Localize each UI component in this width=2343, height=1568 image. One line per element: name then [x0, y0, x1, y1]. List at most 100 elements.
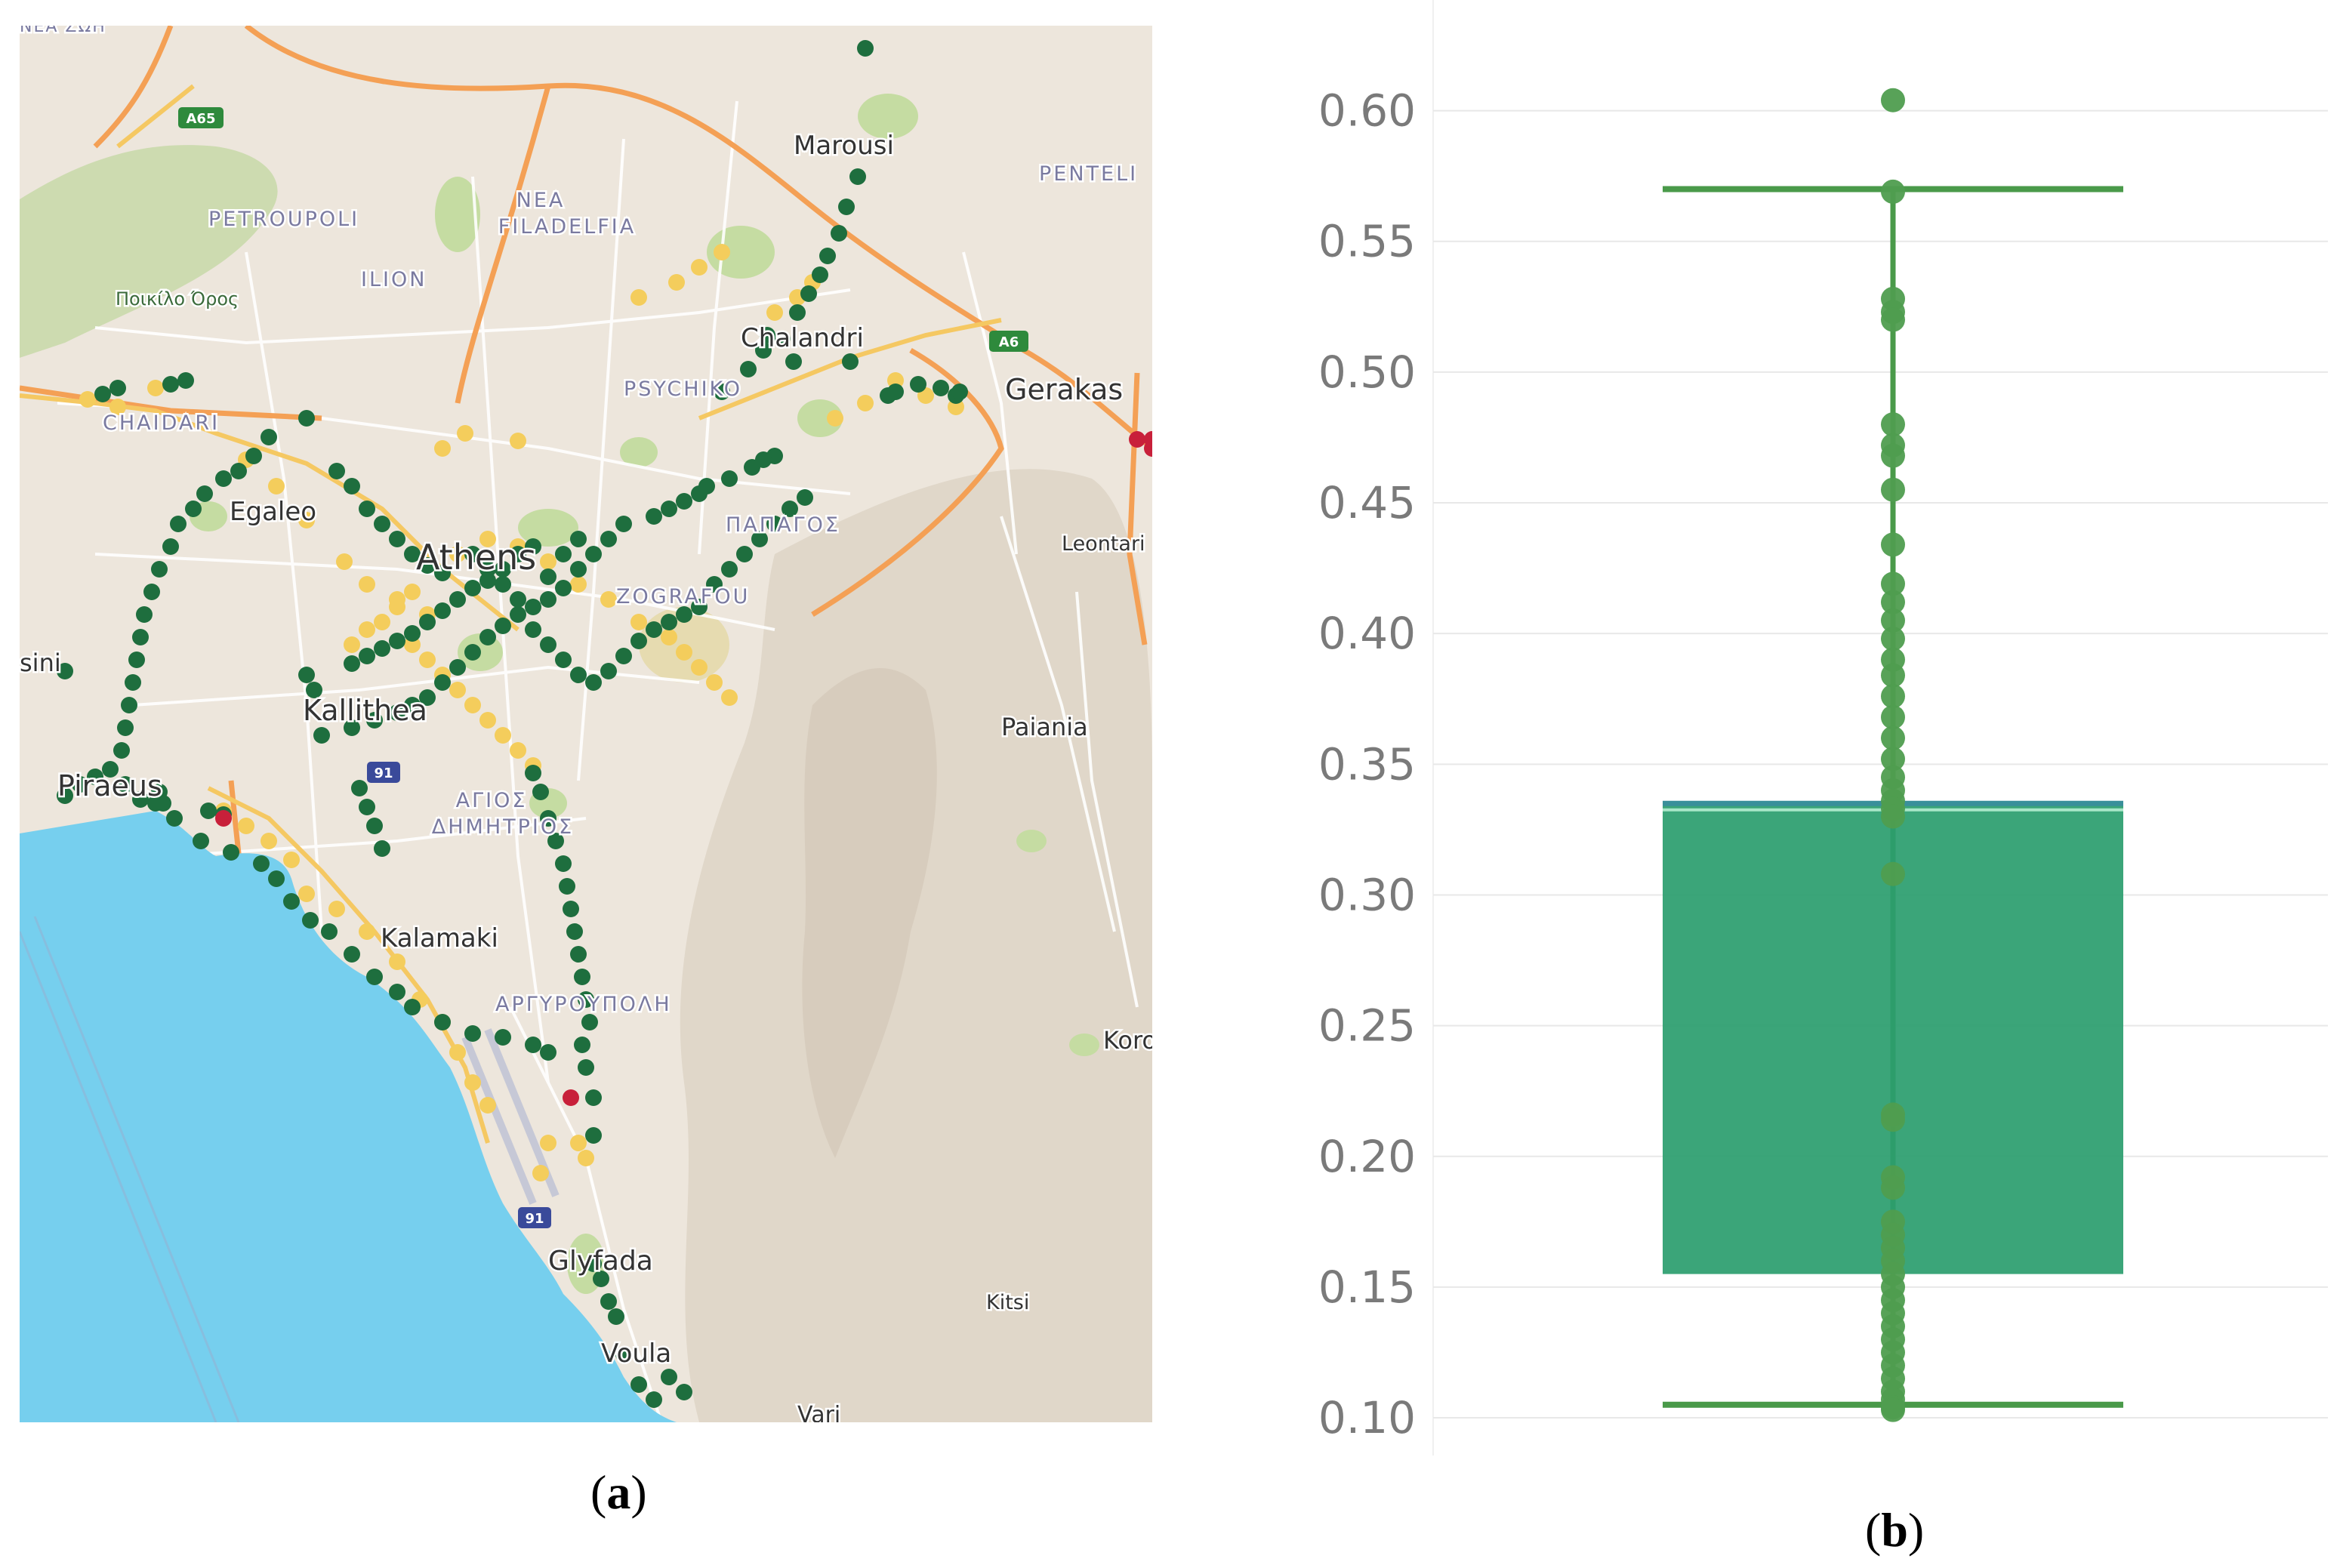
green-marker	[615, 648, 632, 664]
yellow-marker	[457, 425, 473, 442]
green-marker	[574, 969, 590, 985]
green-marker	[419, 614, 436, 630]
green-marker	[646, 1391, 662, 1408]
green-marker	[143, 584, 160, 600]
yellow-marker	[578, 1150, 594, 1166]
yellow-marker	[374, 614, 390, 630]
green-marker	[600, 531, 617, 547]
label-glyfada: Glyfada	[548, 1246, 653, 1277]
green-marker	[389, 704, 405, 721]
label-agios-dimitrios-1: ΑΓΙΟΣ	[456, 789, 528, 812]
label-penteli: PENTELI	[1039, 162, 1138, 186]
data-point	[1881, 88, 1905, 112]
green-marker	[87, 769, 103, 785]
data-point	[1881, 804, 1905, 829]
shipping-lanes	[20, 916, 240, 1422]
green-marker	[585, 1127, 602, 1144]
yellow-marker	[479, 531, 496, 547]
green-marker	[109, 380, 126, 396]
data-point	[1881, 861, 1905, 886]
green-marker	[261, 429, 277, 445]
green-marker	[117, 776, 134, 793]
green-marker	[464, 644, 481, 661]
yellow-marker	[600, 591, 617, 608]
green-marker	[434, 602, 451, 619]
yellow-marker	[449, 546, 466, 562]
yellow-marker	[464, 697, 481, 713]
green-marker	[774, 331, 791, 347]
green-marker	[510, 606, 526, 623]
yellow-marker	[238, 818, 254, 834]
data-point	[1881, 590, 1905, 615]
green-marker	[495, 576, 511, 593]
label-nea-filadelfia-2: FILADELFIA	[498, 215, 636, 239]
green-marker	[200, 802, 217, 819]
green-marker	[766, 516, 783, 532]
label-papagos: ΠΑΠΑΓΟΣ	[726, 513, 840, 537]
green-marker	[661, 501, 677, 517]
data-point	[1881, 412, 1905, 437]
yellow-marker	[479, 1097, 496, 1114]
yellow-marker	[404, 584, 421, 600]
yellow-marker	[630, 289, 647, 306]
green-marker	[736, 546, 753, 562]
green-marker	[132, 629, 149, 645]
yellow-marker	[359, 576, 375, 593]
green-marker	[434, 674, 451, 691]
label-zografou: ZOGRAFOU	[616, 585, 750, 608]
green-marker	[185, 501, 202, 517]
green-marker	[570, 561, 587, 578]
green-marker	[389, 531, 405, 547]
green-marker	[849, 168, 866, 185]
green-marker	[661, 614, 677, 630]
green-marker	[933, 380, 949, 396]
green-marker	[563, 901, 579, 917]
road-shield-91-south: 91	[518, 1207, 551, 1228]
green-marker	[800, 285, 817, 302]
green-marker	[812, 266, 828, 283]
green-marker	[661, 1369, 677, 1385]
yellow-marker	[532, 1165, 549, 1181]
green-marker	[525, 1037, 541, 1053]
green-marker	[887, 384, 904, 400]
yellow-marker	[344, 636, 360, 653]
data-point	[1881, 443, 1905, 468]
label-agios-dimitrios-2: ΔΗΜΗΤΡΙΟΣ	[432, 815, 574, 839]
yellow-marker	[766, 304, 783, 321]
yellow-marker	[510, 433, 526, 449]
label-chaidari: CHAIDARI	[103, 411, 220, 435]
green-marker	[630, 633, 647, 649]
green-marker	[581, 1014, 598, 1030]
yellow-marker	[827, 410, 843, 427]
place-labels: Marousi PENTELI NEA FILADELFIA PETROUPOL…	[20, 26, 1152, 1422]
green-marker	[540, 1044, 556, 1061]
label-petroupoli: PETROUPOLI	[208, 208, 359, 231]
green-marker	[162, 538, 179, 555]
road-shield-91-north-label: 91	[374, 766, 393, 781]
green-marker	[434, 565, 451, 581]
yellow-marker	[540, 553, 556, 570]
green-marker	[646, 621, 662, 638]
green-marker	[532, 784, 549, 800]
green-marker	[755, 342, 772, 359]
green-marker	[419, 689, 436, 706]
green-marker	[540, 591, 556, 608]
green-marker	[298, 410, 315, 427]
green-marker	[177, 372, 194, 389]
yellow-marker	[570, 1135, 587, 1151]
label-poikilo-oros: Ποικίλο Όρος	[116, 288, 239, 310]
green-marker	[740, 361, 757, 377]
yellow-marker	[676, 644, 692, 661]
yellow-marker	[359, 621, 375, 638]
green-marker	[151, 561, 168, 578]
label-egaleo: Egaleo	[230, 497, 316, 527]
green-marker	[540, 810, 556, 827]
green-marker	[819, 248, 836, 264]
data-point	[1881, 627, 1905, 652]
yellow-marker	[495, 727, 511, 744]
data-point	[1881, 179, 1905, 204]
data-point	[1881, 307, 1905, 332]
data-point	[1881, 725, 1905, 750]
green-marker	[570, 667, 587, 683]
green-marker	[566, 923, 583, 940]
